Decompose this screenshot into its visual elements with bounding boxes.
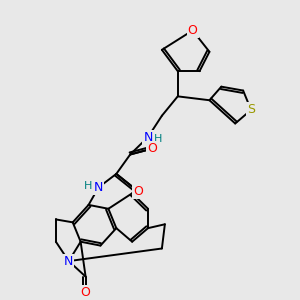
Text: H: H (83, 181, 92, 190)
Text: O: O (147, 142, 157, 155)
Text: O: O (133, 185, 143, 198)
Text: S: S (247, 103, 255, 116)
Text: N: N (64, 255, 74, 268)
Text: O: O (81, 286, 91, 298)
Text: O: O (188, 24, 197, 37)
Text: N: N (143, 130, 153, 144)
Text: H: H (154, 134, 162, 144)
Text: N: N (94, 181, 103, 194)
